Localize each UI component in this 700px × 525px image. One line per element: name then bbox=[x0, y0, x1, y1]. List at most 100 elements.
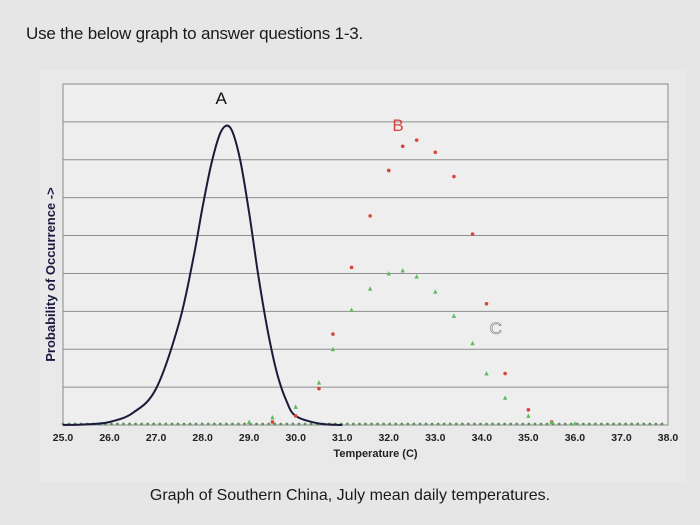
x-tick-label: 36.0 bbox=[565, 432, 586, 444]
baseline-marker bbox=[436, 422, 440, 426]
y-axis-label: Probability of Occurrence -> bbox=[43, 187, 58, 362]
baseline-marker bbox=[612, 422, 615, 426]
series-c-point bbox=[270, 415, 275, 420]
x-tick-label: 25.0 bbox=[53, 432, 74, 444]
series-b-point bbox=[293, 414, 298, 418]
baseline-marker bbox=[418, 422, 422, 426]
baseline-marker bbox=[370, 422, 373, 426]
x-tick-label: 38.0 bbox=[658, 432, 679, 444]
x-tick-label: 29.0 bbox=[239, 432, 260, 444]
baseline-marker bbox=[188, 422, 192, 426]
chart-frame: 25.0 26.0 27.0 28.0 29.0 30.0 31.0 32.0 33.0 34.0… bbox=[40, 70, 686, 482]
baseline-marker bbox=[352, 422, 355, 426]
baseline-marker bbox=[545, 422, 549, 426]
baseline-marker bbox=[309, 422, 313, 426]
baseline-marker bbox=[212, 422, 216, 426]
series-c-point bbox=[484, 371, 489, 376]
x-tick-label: 30.0 bbox=[285, 432, 306, 444]
baseline-marker bbox=[600, 422, 603, 426]
baseline-marker bbox=[152, 422, 156, 426]
series-c-point bbox=[330, 346, 336, 352]
series-c-point bbox=[367, 286, 373, 291]
baseline-marker bbox=[497, 422, 500, 426]
baseline-marker bbox=[485, 422, 488, 426]
series-c-point bbox=[246, 419, 252, 424]
baseline-marker bbox=[291, 422, 295, 426]
baseline-marker bbox=[473, 422, 476, 426]
baseline-marker bbox=[503, 422, 507, 426]
baseline-marker bbox=[581, 422, 585, 426]
baseline-marker bbox=[466, 422, 470, 426]
baseline-marker bbox=[110, 422, 113, 426]
series-b-point bbox=[484, 302, 489, 306]
series-c-point bbox=[293, 404, 298, 409]
baseline-marker bbox=[587, 422, 591, 426]
x-tick-label: 32.0 bbox=[379, 432, 400, 444]
x-tick-label: 34.0 bbox=[472, 432, 493, 444]
chart-caption: Graph of Southern China, July mean daily… bbox=[149, 487, 551, 504]
baseline-marker bbox=[255, 422, 258, 426]
series-c-point bbox=[572, 421, 578, 426]
baseline-marker bbox=[382, 422, 386, 426]
baseline-marker bbox=[606, 422, 609, 426]
series-label-a: A bbox=[216, 89, 228, 108]
chart-svg: 25.0 26.0 27.0 28.0 29.0 30.0 31.0 32.0 33.0 34.0… bbox=[43, 83, 679, 460]
x-tick-label: 37.0 bbox=[611, 432, 632, 444]
baseline-marker bbox=[303, 422, 307, 426]
series-c-point bbox=[470, 340, 475, 346]
series-b-point bbox=[526, 408, 531, 412]
x-tick-label: 33.0 bbox=[425, 432, 446, 444]
series-c-point bbox=[549, 419, 554, 424]
series-label-c: C bbox=[490, 319, 502, 338]
baseline-marker bbox=[285, 422, 289, 426]
baseline-marker bbox=[660, 422, 664, 426]
baseline-marker bbox=[636, 422, 640, 426]
series-c-point bbox=[526, 413, 531, 418]
baseline-marker bbox=[406, 422, 410, 426]
baseline-marker bbox=[509, 422, 513, 426]
series-b-point bbox=[331, 332, 335, 336]
baseline-marker bbox=[128, 422, 131, 426]
baseline-marker bbox=[358, 422, 361, 426]
baseline-marker bbox=[491, 422, 494, 426]
baseline-marker bbox=[200, 422, 204, 426]
baseline-marker bbox=[442, 422, 446, 426]
plot-area bbox=[62, 83, 669, 426]
baseline-marker bbox=[364, 422, 367, 426]
series-label-b: B bbox=[392, 116, 403, 135]
baseline-marker bbox=[460, 422, 464, 426]
baseline-marker bbox=[122, 422, 125, 426]
series-b-point bbox=[368, 214, 372, 218]
baseline-marker bbox=[642, 422, 646, 426]
series-c-point bbox=[502, 395, 508, 400]
baseline-marker bbox=[273, 422, 277, 426]
baseline-marker bbox=[134, 422, 137, 426]
baseline-marker bbox=[430, 422, 434, 426]
x-tick-label: 26.0 bbox=[99, 432, 120, 444]
baseline-marker bbox=[376, 422, 379, 426]
series-b-point bbox=[452, 174, 456, 179]
baseline-marker bbox=[146, 422, 150, 426]
baseline-marker bbox=[479, 422, 482, 426]
x-axis-label: Temperature (C) bbox=[333, 448, 417, 460]
baseline-marker bbox=[206, 422, 210, 426]
baseline-marker bbox=[424, 422, 428, 426]
baseline-marker bbox=[618, 422, 621, 426]
baseline-marker bbox=[527, 422, 531, 426]
baseline-marker bbox=[182, 422, 186, 426]
series-b-point bbox=[317, 386, 321, 391]
x-tick-label: 28.0 bbox=[192, 432, 213, 444]
baseline-marker bbox=[594, 422, 597, 426]
series-c-point bbox=[316, 380, 322, 385]
baseline-marker bbox=[388, 422, 392, 426]
series-a-line bbox=[62, 124, 343, 426]
series-c-point bbox=[433, 289, 438, 294]
baseline-marker bbox=[557, 422, 561, 426]
baseline-marker bbox=[400, 422, 404, 426]
baseline-marker bbox=[345, 422, 349, 426]
x-tick-label: 35.0 bbox=[518, 432, 539, 444]
series-b-point bbox=[386, 168, 391, 173]
series-b-point bbox=[414, 138, 419, 142]
baseline-marker bbox=[563, 422, 567, 426]
baseline-marker bbox=[237, 422, 240, 426]
